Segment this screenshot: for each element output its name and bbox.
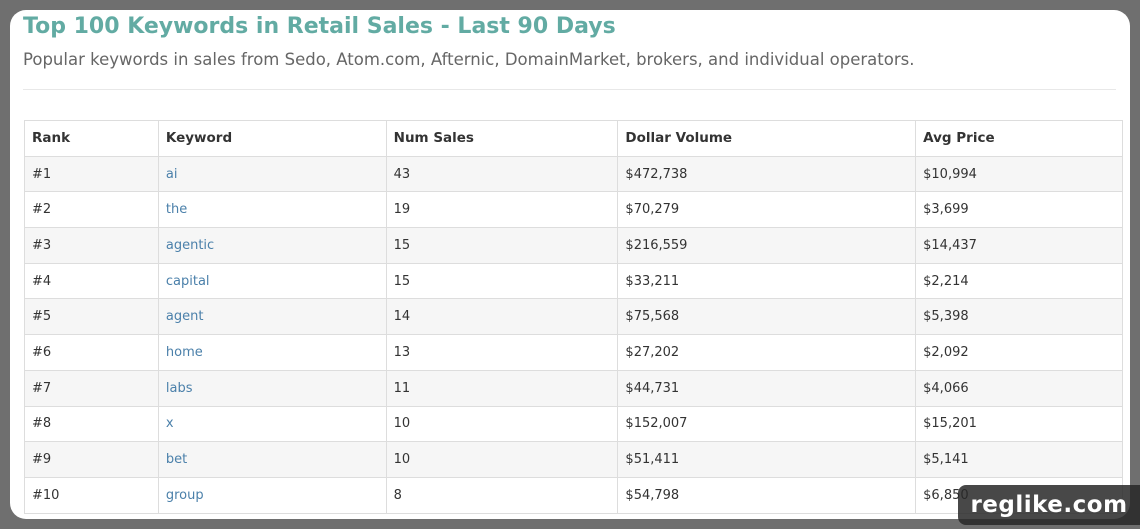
table-row: #6 home 13 $27,202 $2,092 bbox=[24, 334, 1123, 371]
table-cell: 13 bbox=[385, 334, 619, 371]
table-cell: 15 bbox=[385, 227, 619, 264]
table-cell: #10 bbox=[24, 476, 159, 514]
header-row: Rank Keyword Num Sales Dollar Volume Avg Pri… bbox=[24, 120, 1123, 157]
table-row: #3 agentic 15 $216,559 $14,437 bbox=[24, 227, 1123, 264]
table-cell: #7 bbox=[24, 369, 159, 407]
table-cell: home bbox=[157, 334, 387, 371]
table-cell: $27,202 bbox=[617, 334, 917, 371]
table-cell: ai bbox=[157, 155, 387, 193]
table-row: #5 agent 14 $75,568 $5,398 bbox=[24, 298, 1123, 336]
table-cell: 8 bbox=[385, 476, 619, 514]
table-cell: $152,007 bbox=[617, 405, 917, 443]
table-cell: $2,092 bbox=[915, 334, 1123, 371]
table-cell: $3,699 bbox=[915, 191, 1123, 229]
column-header: Avg Price bbox=[915, 120, 1123, 157]
table-row: #1 ai 43 $472,738 $10,994 bbox=[24, 155, 1123, 193]
table-cell: 19 bbox=[385, 191, 619, 229]
table-row: #8 x 10 $152,007 $15,201 bbox=[24, 405, 1123, 443]
table-cell: 10 bbox=[385, 441, 619, 478]
table-cell: $10,994 bbox=[915, 155, 1123, 193]
table-cell: $216,559 bbox=[617, 227, 917, 264]
table-cell: #3 bbox=[24, 227, 159, 264]
table-cell: agent bbox=[157, 298, 387, 336]
table-cell: $51,411 bbox=[617, 441, 917, 478]
table-cell: $4,066 bbox=[915, 369, 1123, 407]
table-cell: 10 bbox=[385, 405, 619, 443]
table-cell: capital bbox=[157, 262, 387, 300]
watermark: reglike.com bbox=[958, 485, 1140, 525]
divider bbox=[23, 89, 1116, 90]
table-cell: $75,568 bbox=[617, 298, 917, 336]
keyword-link[interactable]: labs bbox=[165, 380, 193, 396]
table-cell: $14,437 bbox=[915, 227, 1123, 264]
table-cell: #2 bbox=[24, 191, 159, 229]
table-cell: $472,738 bbox=[617, 155, 917, 193]
table-cell: $54,798 bbox=[617, 476, 917, 514]
table-cell: $2,214 bbox=[915, 262, 1123, 300]
keyword-link[interactable]: the bbox=[165, 202, 188, 218]
table-cell: 15 bbox=[385, 262, 619, 300]
table-row: #7 labs 11 $44,731 $4,066 bbox=[24, 369, 1123, 407]
table-cell: #1 bbox=[24, 155, 159, 193]
keyword-link[interactable]: ai bbox=[165, 166, 178, 182]
keywords-table: Rank Keyword Num Sales Dollar Volume Avg Pri… bbox=[24, 120, 1123, 514]
table-cell: x bbox=[157, 405, 387, 443]
table-cell: $15,201 bbox=[915, 405, 1123, 443]
table-row: #10 group 8 $54,798 $6,850 bbox=[24, 476, 1123, 514]
table-cell: group bbox=[157, 476, 387, 514]
table-row: #4 capital 15 $33,211 $2,214 bbox=[24, 262, 1123, 300]
table-cell: $70,279 bbox=[617, 191, 917, 229]
column-header: Dollar Volume bbox=[617, 120, 917, 157]
table-cell: #4 bbox=[24, 262, 159, 300]
page-subtitle: Popular keywords in sales from Sedo, Ato… bbox=[23, 50, 915, 69]
page-title: Top 100 Keywords in Retail Sales - Last … bbox=[23, 14, 616, 39]
table-cell: bet bbox=[157, 441, 387, 478]
column-header: Rank bbox=[24, 120, 159, 157]
table-cell: 11 bbox=[385, 369, 619, 407]
table-body: #1 ai 43 $472,738 $10,994 #2 the 19 $70,279 $3,69… bbox=[24, 155, 1123, 514]
column-header: Num Sales bbox=[385, 120, 619, 157]
table-cell: #6 bbox=[24, 334, 159, 371]
table-cell: 43 bbox=[385, 155, 619, 193]
keyword-link[interactable]: home bbox=[165, 344, 203, 360]
table-cell: #8 bbox=[24, 405, 159, 443]
table-cell: labs bbox=[157, 369, 387, 407]
table-cell: #9 bbox=[24, 441, 159, 478]
keyword-link[interactable]: bet bbox=[165, 452, 188, 468]
table-row: #2 the 19 $70,279 $3,699 bbox=[24, 191, 1123, 229]
keyword-link[interactable]: capital bbox=[165, 273, 210, 289]
column-header: Keyword bbox=[157, 120, 387, 157]
table-cell: #5 bbox=[24, 298, 159, 336]
keyword-link[interactable]: group bbox=[165, 487, 204, 503]
keyword-link[interactable]: agent bbox=[165, 309, 204, 325]
keyword-link[interactable]: agentic bbox=[165, 237, 215, 253]
card: Top 100 Keywords in Retail Sales - Last … bbox=[10, 10, 1130, 519]
table-cell: agentic bbox=[157, 227, 387, 264]
table-cell: $33,211 bbox=[617, 262, 917, 300]
table-cell: $44,731 bbox=[617, 369, 917, 407]
table-row: #9 bet 10 $51,411 $5,141 bbox=[24, 441, 1123, 478]
table-cell: the bbox=[157, 191, 387, 229]
keyword-link[interactable]: x bbox=[165, 416, 174, 432]
table-cell: 14 bbox=[385, 298, 619, 336]
table-cell: $5,398 bbox=[915, 298, 1123, 336]
table-cell: $5,141 bbox=[915, 441, 1123, 478]
